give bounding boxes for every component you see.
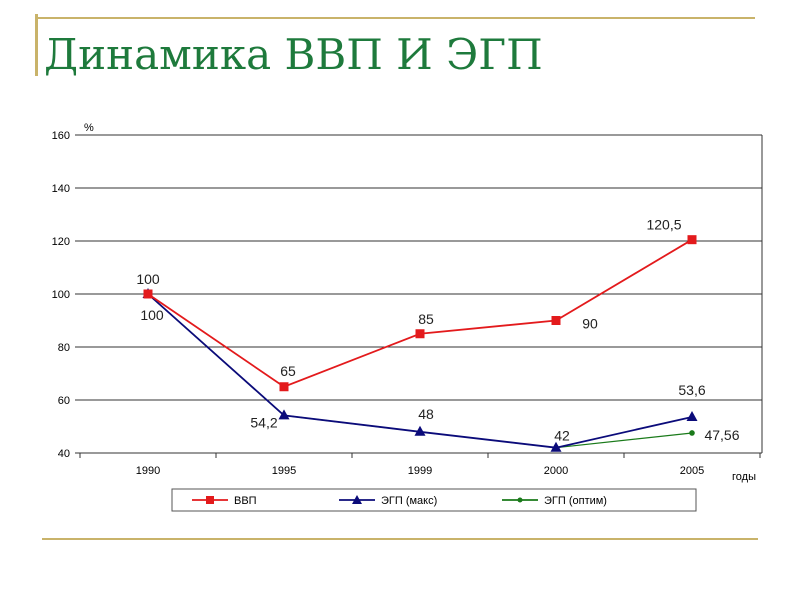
legend-label: ЭГП (макс) (381, 495, 437, 507)
legend-marker (517, 497, 523, 503)
chart-grid (75, 134, 763, 454)
y-tick-label: 160 (52, 130, 70, 142)
legend-marker (206, 496, 214, 504)
y-tick-label: 120 (52, 236, 70, 248)
x-axis-ticks: 1990 1995 1999 2000 2005 (79, 453, 761, 477)
legend-item: ВВП (192, 495, 257, 507)
chart-series: 47,56 100 54,2 48 42 53,6 100 65 85 90 120,5 (136, 217, 740, 452)
data-point (550, 441, 562, 452)
data-label: 85 (418, 311, 434, 327)
data-point (686, 410, 698, 421)
x-tick-label: 1990 (136, 465, 160, 477)
accent-rule-vertical (35, 14, 38, 76)
data-point (278, 409, 290, 420)
data-point (414, 425, 426, 436)
series-1: 100 65 85 90 120,5 (136, 217, 697, 392)
data-point (143, 289, 153, 299)
x-tick-label: 1995 (272, 465, 296, 477)
legend-item: ЭГП (макс) (339, 495, 437, 507)
data-label: 53,6 (678, 382, 705, 398)
data-label: 48 (418, 406, 434, 422)
y-axis-label: % (84, 122, 94, 134)
data-label: 90 (582, 316, 598, 332)
data-label: 42 (554, 428, 570, 444)
data-label: 120,5 (646, 217, 681, 233)
y-tick-label: 140 (52, 183, 70, 195)
legend-box (171, 488, 697, 512)
accent-rule-top (35, 17, 755, 19)
data-point (687, 235, 697, 245)
data-point (689, 430, 695, 436)
y-axis-ticks: 40 60 80 100 120 140 160 (52, 130, 70, 460)
data-label: 100 (136, 271, 160, 287)
slide-title: Динамика ВВП И ЭГП (44, 30, 543, 79)
data-label: 100 (140, 307, 164, 323)
data-point (551, 316, 561, 325)
y-tick-label: 40 (58, 448, 70, 460)
data-point (415, 329, 425, 339)
data-label: 47,56 (704, 427, 739, 443)
data-point (279, 382, 289, 392)
x-axis-label: годы (732, 471, 756, 483)
x-tick-label: 2005 (680, 465, 704, 477)
data-label: 54,2 (250, 414, 277, 430)
accent-rule-bottom (42, 538, 758, 540)
x-tick-label: 2000 (544, 465, 568, 477)
legend-label: ВВП (234, 495, 257, 507)
legend-label: ЭГП (оптим) (544, 495, 607, 507)
y-tick-label: 80 (58, 342, 70, 354)
legend-marker (352, 495, 362, 504)
y-tick-label: 100 (52, 289, 70, 301)
x-tick-label: 1999 (408, 465, 432, 477)
y-tick-label: 60 (58, 395, 70, 407)
chart-legend: ВВП ЭГП (макс) ЭГП (оптим) (171, 488, 697, 512)
legend-item: ЭГП (оптим) (502, 495, 607, 507)
data-label: 65 (280, 363, 296, 379)
